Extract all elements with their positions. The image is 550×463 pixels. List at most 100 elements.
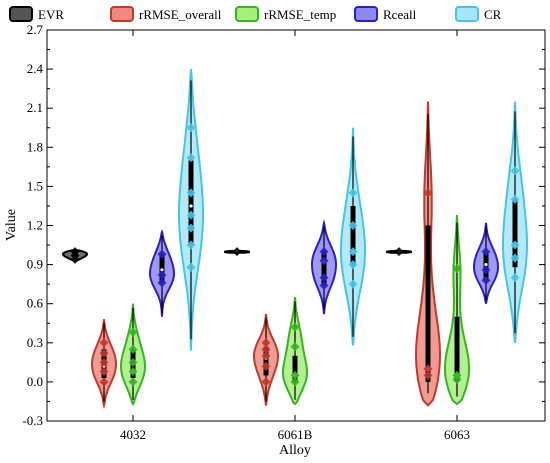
y-tick-label: 0.6 [27,296,44,311]
violin-point [99,338,109,348]
violin-iqr-box [350,205,356,265]
violin-point [423,364,433,374]
y-tick-label: 2.7 [27,22,44,37]
violin-point [423,188,433,198]
legend-label: EVR [38,7,64,22]
violin-median [189,204,193,208]
violin-point [261,377,271,387]
violin-point [423,370,433,380]
violin-point [157,270,167,280]
plot-area [62,69,528,410]
violin-point [186,262,196,272]
violin-point [261,338,271,348]
violin-iqr-box [292,355,298,382]
violin-point [290,342,300,352]
violin-point [319,247,329,257]
violin-rRMSE_overall-6061B [253,313,279,406]
y-axis-title: Value [4,209,19,241]
violin-point [481,247,491,257]
violin-point [128,357,138,367]
violin-rRMSE_overall-6063 [414,101,442,407]
legend-label: Rceall [383,7,417,22]
violin-point [186,153,196,163]
violin-iqr-box [263,346,269,376]
legend: EVR rRMSE_overall rRMSE_temp Rceall CR [9,6,502,22]
violin-rRMSE_temp-6063 [444,215,470,406]
y-tick-label: 1.5 [27,178,43,193]
violin-point [290,322,300,332]
violin-point [128,377,138,387]
violin-point [348,188,358,198]
y-tick-label: 1.8 [27,139,43,154]
violin-point [99,357,109,367]
violin-CR-4032 [178,69,204,351]
violin-point [99,366,109,376]
violin-point [319,256,329,266]
violin-point [232,247,242,257]
legend-swatch [455,6,479,22]
violin-point [70,247,80,257]
violin-point [348,247,358,257]
legend-swatch [354,6,378,22]
legend-swatch [235,6,259,22]
violin-iqr-box [188,160,194,246]
violin-point [99,348,109,358]
violin-point [452,264,462,274]
violin-Rceall-6063 [473,222,499,304]
violin-iqr-box [321,251,327,286]
violin-point [186,240,196,250]
legend-label: rRMSE_overall [139,7,222,22]
violin-point [394,247,404,257]
violin-point [510,253,520,263]
violin-point [128,366,138,376]
violin-median [484,263,488,267]
violin-point [481,265,491,275]
violin-point [510,273,520,283]
violin-point [290,370,300,380]
violin-point [348,260,358,270]
violin-EVR-6063 [386,247,412,257]
x-axis: 4032 6061B 6063 [120,30,470,442]
violin-point [319,280,329,290]
x-tick-label: 6061B [278,427,313,442]
x-tick-label: 4032 [120,427,146,442]
legend-swatch [9,6,33,22]
violin-point [510,166,520,176]
violin-CR-6063 [502,101,528,343]
y-tick-label: 2.4 [27,61,44,76]
violin-rRMSE_overall-4032 [91,319,117,410]
violin-iqr-box [454,316,460,382]
violin-point [186,188,196,198]
x-axis-title: Alloy [279,443,311,458]
violin-Rceall-4032 [149,229,175,317]
y-tick-label: 0.0 [27,374,43,389]
violin-point [128,344,138,354]
violin-iqr-box [512,199,518,268]
violin-Rceall-6061B [311,219,337,315]
violin-iqr-box [425,225,431,382]
violin-point [261,361,271,371]
violin-point [510,240,520,250]
violin-point [157,278,167,288]
violin-point [319,273,329,283]
y-tick-label: 1.2 [27,218,43,233]
violin-point [186,210,196,220]
violin-point [186,223,196,233]
violin-point [348,279,358,289]
violin-point [186,123,196,133]
violin-point [157,249,167,259]
legend-label: rRMSE_temp [264,7,336,22]
violin-point [290,377,300,387]
violin-point [510,194,520,204]
violin-point [99,377,109,387]
violin-EVR-4032 [62,247,88,264]
violin-point [261,344,271,354]
violin-CR-6061B [340,127,366,346]
violin-point [348,221,358,230]
legend-label: CR [484,7,502,22]
violin-rRMSE_temp-4032 [120,303,146,407]
y-tick-label: 0.3 [27,335,43,350]
violin-point [452,370,462,380]
y-tick-label: -0.3 [22,413,43,428]
legend-swatch [110,6,134,22]
